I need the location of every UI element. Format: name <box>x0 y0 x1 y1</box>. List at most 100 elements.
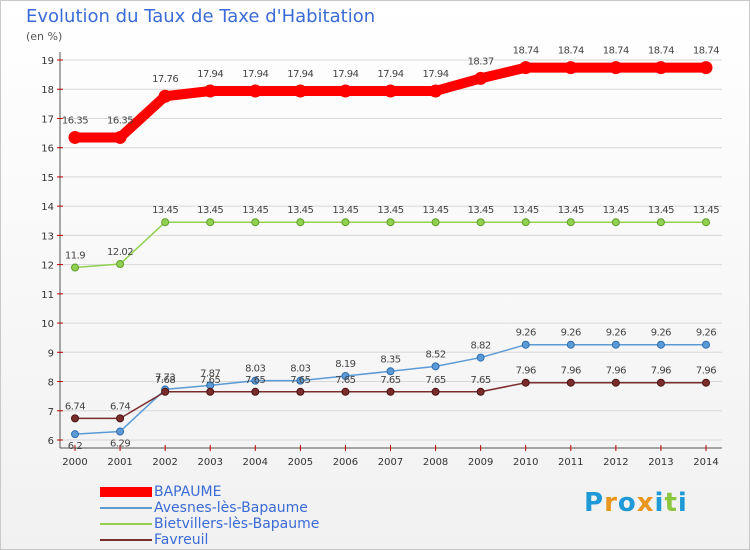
data-label: 18.74 <box>648 46 674 57</box>
unit-label: (en %) <box>26 30 63 43</box>
y-tick-label: 19 <box>41 56 54 67</box>
data-label: 6.29 <box>110 439 130 450</box>
data-label: 16.35 <box>107 115 133 126</box>
legend-swatch <box>100 539 152 541</box>
data-label: 13.45 <box>423 205 449 216</box>
data-point <box>71 430 79 439</box>
data-point <box>341 387 350 396</box>
data-label: 8.19 <box>335 359 355 370</box>
data-point <box>293 84 307 98</box>
legend-label: BAPAUME <box>154 484 222 500</box>
data-point <box>654 61 668 75</box>
data-point <box>248 84 262 98</box>
data-label: 18.74 <box>513 46 539 57</box>
y-tick-label: 7 <box>48 407 54 418</box>
x-tick-label: 2001 <box>107 457 132 468</box>
data-label: 13.45 <box>693 205 719 216</box>
data-label: 13.45 <box>603 205 629 216</box>
data-point <box>71 263 79 272</box>
x-tick-label: 2006 <box>333 457 358 468</box>
data-point <box>611 378 620 387</box>
data-label: 7.96 <box>696 366 716 377</box>
data-point <box>521 378 530 387</box>
data-point <box>251 218 260 227</box>
data-label: 17.94 <box>242 69 268 80</box>
legend-item: Avesnes-lès-Bapaume <box>100 500 420 516</box>
data-point <box>609 61 623 75</box>
data-label: 8.52 <box>425 349 445 360</box>
legend-item: Bietvillers-lès-Bapaume <box>100 516 420 532</box>
data-label: 13.45 <box>152 205 178 216</box>
data-point <box>116 414 125 423</box>
data-point <box>521 218 530 227</box>
logo-letter: t <box>664 488 678 518</box>
x-tick-label: 2009 <box>468 457 493 468</box>
x-tick-label: 2010 <box>513 457 538 468</box>
data-point <box>611 340 620 349</box>
x-tick-label: 2012 <box>603 457 628 468</box>
data-label: 9.26 <box>561 328 581 339</box>
x-tick-label: 2007 <box>378 457 403 468</box>
data-point <box>429 84 443 98</box>
data-point <box>564 61 578 75</box>
data-label: 17.94 <box>377 69 403 80</box>
y-tick-label: 11 <box>41 290 54 301</box>
logo-letter: r <box>604 488 618 518</box>
chart-title: Evolution du Taux de Taxe d'Habitation <box>26 6 376 27</box>
data-point <box>161 218 170 227</box>
data-point <box>384 84 397 98</box>
legend-swatch <box>100 487 152 497</box>
x-tick-label: 2000 <box>62 457 87 468</box>
data-point <box>341 371 350 380</box>
data-label: 11.9 <box>65 251 85 262</box>
data-label: 7.65 <box>425 375 445 386</box>
y-tick-label: 8 <box>48 378 54 389</box>
legend: BAPAUME Avesnes-lès-Bapaume Bietvillers-lè… <box>100 484 420 548</box>
data-point <box>296 218 305 227</box>
data-point <box>521 340 530 349</box>
y-tick-label: 14 <box>41 202 54 213</box>
data-point <box>158 89 172 103</box>
data-label: 7.65 <box>471 375 491 386</box>
data-label: 9.26 <box>651 328 671 339</box>
data-point <box>699 61 713 75</box>
data-point <box>702 218 710 227</box>
data-label: 6.74 <box>110 401 130 412</box>
data-label: 7.65 <box>290 375 310 386</box>
data-point <box>566 218 575 227</box>
x-tick-label: 2008 <box>423 457 448 468</box>
data-label: 16.35 <box>62 115 88 126</box>
data-label: 13.45 <box>377 205 403 216</box>
data-label: 9.26 <box>606 328 626 339</box>
data-label: 7.96 <box>651 366 671 377</box>
x-tick-label: 2002 <box>152 457 177 468</box>
x-tick-label: 2005 <box>288 457 313 468</box>
data-label: 17.76 <box>152 74 178 85</box>
y-tick-label: 10 <box>41 319 54 330</box>
data-label: 13.45 <box>513 205 539 216</box>
legend-item: BAPAUME <box>100 484 420 500</box>
legend-item: Favreuil <box>100 532 420 548</box>
data-point <box>251 376 260 385</box>
data-point <box>251 387 260 396</box>
data-point <box>161 387 170 396</box>
data-point <box>386 367 395 376</box>
data-label: 18.74 <box>603 46 629 57</box>
data-point <box>656 378 665 387</box>
data-label: 18.37 <box>468 56 494 67</box>
data-label: 7.96 <box>516 366 536 377</box>
data-label: 8.03 <box>245 364 265 375</box>
data-point <box>206 218 215 227</box>
data-label: 17.94 <box>197 69 223 80</box>
data-label: 7.87 <box>200 368 220 379</box>
data-point <box>296 376 305 385</box>
data-point <box>656 218 665 227</box>
x-tick-label: 2014 <box>693 457 718 468</box>
data-label: 9.26 <box>516 328 536 339</box>
legend-label: Favreuil <box>154 532 209 548</box>
data-point <box>611 218 620 227</box>
x-tick-label: 2011 <box>558 457 583 468</box>
data-label: 13.45 <box>242 205 268 216</box>
data-point <box>476 218 485 227</box>
data-point <box>68 130 82 144</box>
